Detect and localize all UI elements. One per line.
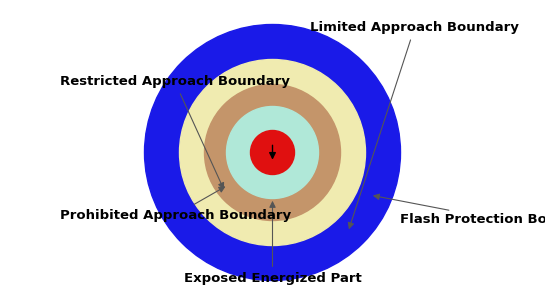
Circle shape [251, 131, 294, 174]
Circle shape [204, 84, 341, 221]
Circle shape [144, 24, 401, 281]
Circle shape [179, 59, 366, 246]
Circle shape [227, 106, 318, 199]
Text: Prohibited Approach Boundary: Prohibited Approach Boundary [60, 187, 291, 221]
Text: Flash Protection Boundary: Flash Protection Boundary [374, 194, 545, 227]
Text: Restricted Approach Boundary: Restricted Approach Boundary [60, 76, 290, 188]
Text: Exposed Energized Part: Exposed Energized Part [184, 202, 361, 285]
Text: Limited Approach Boundary: Limited Approach Boundary [310, 21, 519, 228]
